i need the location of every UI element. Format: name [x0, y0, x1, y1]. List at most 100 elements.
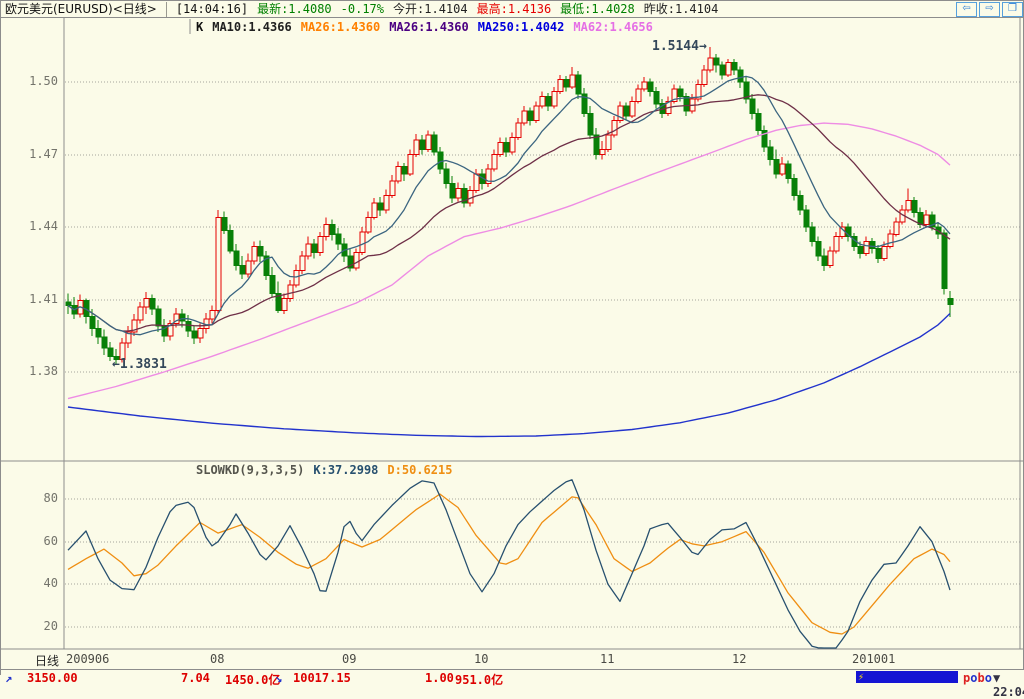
- candle-body: [941, 232, 948, 290]
- quote-field: 今开:1.4104: [393, 2, 468, 16]
- candle-body: [713, 57, 720, 66]
- quote-field: 最低:1.4028: [560, 2, 635, 16]
- forward-button[interactable]: ⇨: [979, 1, 1000, 17]
- price-tick-label: 1.50: [29, 74, 58, 88]
- candle-body: [365, 216, 372, 233]
- ma10-line: [67, 75, 951, 336]
- candle-body: [779, 163, 786, 175]
- candle-body: [149, 297, 156, 310]
- slowkd-header: SLOWKD(9,3,3,5) K:37.2998 D:50.6215: [196, 463, 452, 477]
- moving-average-lines: [67, 75, 951, 438]
- candle-body: [299, 255, 306, 271]
- candle-body: [683, 96, 690, 112]
- chart-canvas[interactable]: [1, 1, 1024, 676]
- candle-body: [317, 236, 324, 253]
- status-banner[interactable]: ⚡: [856, 671, 958, 683]
- candle-body: [323, 224, 330, 238]
- candle-body: [857, 245, 864, 255]
- candle-body: [803, 209, 810, 228]
- windows-button[interactable]: ❐: [1002, 1, 1023, 17]
- kd-tick-label: 60: [43, 533, 58, 548]
- candle-body: [281, 297, 288, 311]
- nav-buttons: ⇦ ⇨ ❐: [956, 1, 1024, 17]
- candle-body: [533, 105, 540, 122]
- candle-body: [671, 88, 678, 102]
- ticker-value: ↘: [275, 671, 283, 685]
- candle-body: [437, 151, 444, 170]
- candle-body: [209, 309, 216, 320]
- candle-body: [347, 255, 354, 269]
- candle-body: [101, 336, 108, 349]
- candle-body: [491, 154, 498, 170]
- candle-body: [401, 166, 408, 175]
- candle-body: [233, 250, 240, 267]
- quote-field: 昨收:1.4104: [643, 2, 719, 16]
- ticker-value: 951.0亿: [455, 673, 504, 687]
- ticker-value: 1450.0亿: [225, 673, 281, 687]
- candle-body: [383, 195, 390, 211]
- month-label: 11: [600, 652, 615, 666]
- candle-body: [719, 64, 726, 76]
- month-label: 200906: [66, 652, 110, 666]
- candle-body: [485, 168, 492, 184]
- candle-body: [575, 74, 582, 95]
- ma-legend-item: MA26:1.4360: [389, 20, 469, 34]
- candle-body: [221, 216, 228, 232]
- candle-body: [551, 91, 558, 107]
- candle-body: [725, 62, 732, 76]
- candle-body: [647, 81, 654, 93]
- candle-body: [443, 168, 450, 184]
- candle-body: [773, 158, 780, 175]
- candle-body: [893, 221, 900, 235]
- candle-body: [515, 122, 522, 139]
- candle-body: [869, 241, 876, 250]
- candle-body: [173, 313, 180, 325]
- k-legend-label: K: [196, 20, 204, 34]
- status-bar: ↗ 3150.00 7.04 1450.0亿 ↘ 10017.15 1.00 951.0亿 ⚡ …: [1, 669, 1024, 699]
- candle-body: [623, 105, 630, 117]
- kd-tick-label: 40: [43, 576, 58, 591]
- instrument-title: 欧元美元(EURUSD)<日线>: [5, 2, 157, 16]
- kd-tick-label: 80: [43, 491, 58, 505]
- candle-body: [701, 69, 708, 85]
- candle-body: [563, 79, 570, 88]
- ma250-line: [67, 312, 951, 438]
- candle-body: [791, 178, 798, 197]
- month-label: 09: [342, 652, 357, 666]
- candle-body: [629, 100, 636, 117]
- d-line: [67, 493, 951, 635]
- candle-body: [587, 112, 594, 136]
- candle-body: [425, 134, 432, 151]
- candle-body: [731, 62, 738, 71]
- low-annotation: ←1.3831: [112, 357, 167, 372]
- candle-body: [521, 110, 528, 124]
- candle-body: [389, 180, 396, 197]
- candle-body: [923, 214, 930, 226]
- ma-legend-item: MA250:1.4042: [477, 20, 565, 34]
- candle-body: [395, 166, 402, 182]
- pobo-logo: pobo: [963, 671, 992, 685]
- candle-body: [431, 134, 438, 153]
- candle-body: [569, 74, 576, 88]
- titlebar-divider: [165, 1, 167, 17]
- candle-body: [797, 195, 804, 211]
- ma26-line: [67, 94, 951, 332]
- slowkd-k-value: K:37.2998: [313, 463, 379, 477]
- candle-body: [311, 243, 318, 253]
- candle-body: [95, 328, 102, 338]
- high-annotation-text: 1.5144: [652, 39, 699, 55]
- candle-body: [809, 226, 816, 242]
- candle-body: [815, 241, 822, 257]
- candle-body: [611, 120, 618, 136]
- candle-body: [497, 141, 504, 155]
- candle-body: [527, 110, 534, 122]
- candle-body: [743, 81, 750, 100]
- candle-body: [305, 243, 312, 257]
- month-label: 201001: [852, 652, 896, 666]
- back-button[interactable]: ⇦: [956, 1, 977, 17]
- candle-body: [617, 105, 624, 122]
- candle-body: [413, 139, 420, 155]
- candle-body: [455, 187, 462, 199]
- month-label: 08: [210, 652, 225, 666]
